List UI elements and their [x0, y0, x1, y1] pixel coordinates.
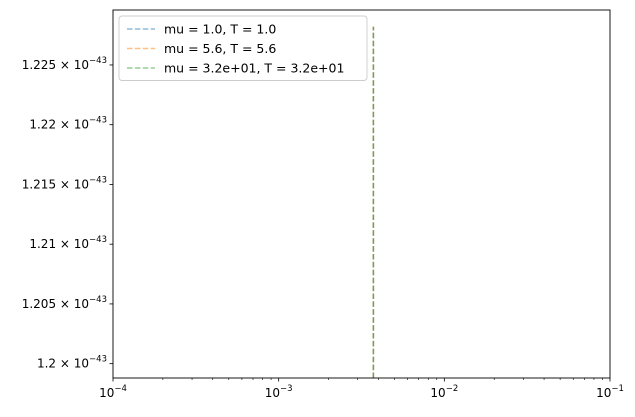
legend-box — [118, 15, 368, 81]
legend-label: mu = 1.0, T = 1.0 — [164, 22, 276, 37]
y-tick-label: 1.2 × 10−43 — [37, 355, 107, 371]
x-tick-label: 10−3 — [265, 384, 293, 400]
legend: mu = 1.0, T = 1.0 mu = 5.6, T = 5.6 mu = 3… — [118, 15, 368, 81]
legend-label: mu = 3.2e+01, T = 3.2e+01 — [164, 61, 344, 76]
y-tick-label: 1.205 × 10−43 — [22, 295, 107, 311]
x-axis: 10−4 10−3 10−2 10−1 — [99, 378, 624, 400]
x-tick-label: 10−2 — [430, 384, 458, 400]
y-axis: 1.2 × 10−43 1.205 × 10−43 1.21 × 10−43 1.21… — [22, 56, 113, 371]
y-tick-label: 1.225 × 10−43 — [22, 56, 107, 72]
x-tick-label: 10−1 — [596, 384, 624, 400]
x-tick-label: 10−4 — [99, 384, 127, 400]
legend-label: mu = 5.6, T = 5.6 — [164, 41, 276, 56]
y-tick-label: 1.21 × 10−43 — [29, 235, 107, 251]
plot-frame — [112, 9, 611, 379]
y-tick-label: 1.215 × 10−43 — [22, 175, 107, 191]
y-tick-label: 1.22 × 10−43 — [29, 116, 107, 132]
